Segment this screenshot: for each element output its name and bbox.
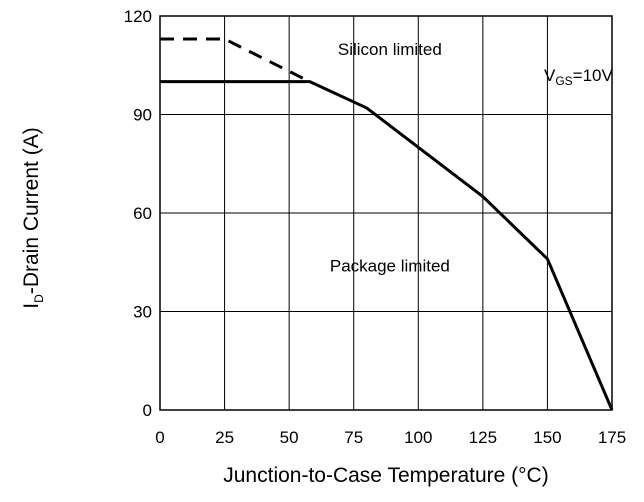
x-axis-label: Junction-to-Case Temperature (°C): [223, 464, 548, 487]
condition-main: V: [544, 66, 556, 85]
y-axis-label-main: I: [20, 303, 43, 309]
x-tick-label: 125: [469, 428, 497, 447]
x-tick-label: 25: [215, 428, 234, 447]
condition-rest: =10V: [573, 66, 614, 85]
annotations: Silicon limited Package limited: [330, 40, 450, 276]
x-tick-label: 175: [598, 428, 626, 447]
annotation-label: Package limited: [330, 257, 450, 276]
x-tick-label: 0: [155, 428, 164, 447]
x-tick-label: 100: [404, 428, 432, 447]
y-axis-label-sub: D: [32, 294, 46, 303]
annotation-label: Silicon limited: [338, 40, 442, 59]
x-tick-labels: 0 25 50 75 100 125 150 175: [155, 428, 626, 447]
x-tick-label: 75: [344, 428, 363, 447]
condition-label: VGS=10V: [544, 66, 614, 88]
silicon-limited-line: [160, 37, 311, 84]
plot-frame: [159, 15, 613, 411]
x-tick-label: 150: [533, 428, 561, 447]
y-tick-label: 90: [133, 106, 152, 125]
y-axis-label-rest: -Drain Current (A): [20, 127, 43, 294]
y-tick-label: 0: [143, 401, 152, 420]
x-tick-label: 50: [280, 428, 299, 447]
y-tick-labels: 0 30 60 90 120: [124, 7, 152, 420]
y-axis-label: ID-Drain Current (A): [20, 127, 46, 308]
y-tick-label: 60: [133, 204, 152, 223]
y-tick-label: 120: [124, 7, 152, 26]
y-tick-label: 30: [133, 303, 152, 322]
condition-sub: GS: [555, 74, 572, 88]
series-layer: [160, 37, 614, 411]
package-limited-line: [160, 80, 614, 411]
